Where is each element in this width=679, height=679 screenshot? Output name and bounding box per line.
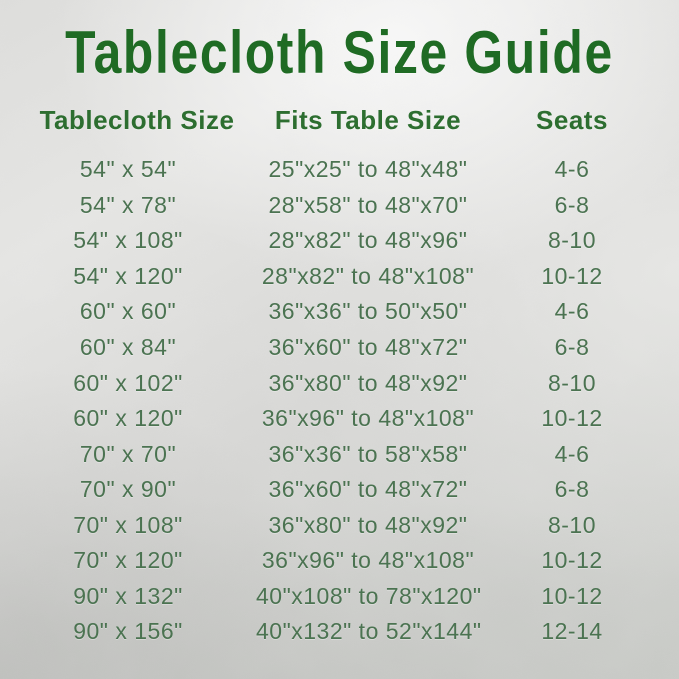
cell-tablecloth-size: 60" x 60" xyxy=(79,298,177,325)
cell-fits-table-size: 36"x80" to 48"x92" xyxy=(268,369,468,396)
cell-tablecloth-size: 90" x 156" xyxy=(73,618,183,645)
cell-tablecloth-size: 60" x 84" xyxy=(79,334,177,360)
cell-tablecloth-size: 60" x 102" xyxy=(73,369,183,396)
cell-seats: 8-10 xyxy=(547,511,597,538)
cell-fits-table-size: 36"x96" to 48"x108" xyxy=(261,547,475,574)
table-row: 54" x 120" 28"x82" to 48"x108" 10-12 xyxy=(0,259,664,295)
cell-fits-table-size: 36"x60" to 48"x72" xyxy=(268,476,468,503)
table-row: 54" x 54" 25"x25" to 48"x48" 4-6 xyxy=(0,152,664,188)
cell-seats: 10-12 xyxy=(541,547,603,574)
cell-seats: 4-6 xyxy=(554,156,590,183)
cell-seats: 12-14 xyxy=(541,618,603,645)
table-row: 60" x 120" 36"x96" to 48"x108" 10-12 xyxy=(0,401,664,437)
column-header-tablecloth-size: Tablecloth Size xyxy=(39,104,235,135)
table-row: 70" x 90" 36"x60" to 48"x72" 6-8 xyxy=(0,472,664,508)
cell-seats: 10-12 xyxy=(541,582,603,609)
cell-fits-table-size: 36"x36" to 50"x50" xyxy=(268,298,468,325)
cell-tablecloth-size: 54" x 54" xyxy=(79,156,177,183)
cell-fits-table-size: 36"x96" to 48"x108" xyxy=(261,405,475,432)
cell-fits-table-size: 28"x82" to 48"x108" xyxy=(261,262,475,289)
table-row: 70" x 120" 36"x96" to 48"x108" 10-12 xyxy=(0,543,664,579)
column-header-fits-table-size: Fits Table Size xyxy=(274,104,462,135)
table-row: 60" x 84" 36"x60" to 48"x72" 6-8 xyxy=(0,330,664,366)
cell-tablecloth-size: 54" x 120" xyxy=(73,262,183,289)
cell-tablecloth-size: 70" x 90" xyxy=(79,476,177,503)
cell-fits-table-size: 40"x132" to 52"x144" xyxy=(256,618,482,645)
cell-fits-table-size: 28"x58" to 48"x70" xyxy=(268,191,468,218)
table-row: 54" x 78" 28"x58" to 48"x70" 6-8 xyxy=(0,188,664,224)
cell-fits-table-size: 36"x80" to 48"x92" xyxy=(268,511,468,538)
cell-seats: 8-10 xyxy=(547,227,597,254)
cell-tablecloth-size: 70" x 70" xyxy=(79,440,177,467)
cell-seats: 4-6 xyxy=(554,440,590,467)
page-title-text: Tablecloth Size Guide xyxy=(65,19,614,86)
table-row: 60" x 102" 36"x80" to 48"x92" 8-10 xyxy=(0,365,664,401)
column-header-seats: Seats xyxy=(536,104,608,135)
table-row: 54" x 108" 28"x82" to 48"x96" 8-10 xyxy=(0,223,664,259)
page-title: Tablecloth Size Guide xyxy=(0,20,679,86)
cell-tablecloth-size: 54" x 78" xyxy=(79,191,177,218)
cell-seats: 10-12 xyxy=(541,405,603,432)
cell-seats: 6-8 xyxy=(554,191,590,218)
table-body: 54" x 54" 25"x25" to 48"x48" 4-6 54" x 7… xyxy=(0,152,664,650)
cell-fits-table-size: 25"x25" to 48"x48" xyxy=(268,156,468,183)
cell-fits-table-size: 28"x82" to 48"x96" xyxy=(268,227,468,254)
table-header-row: Tablecloth Size Fits Table Size Seats xyxy=(0,101,664,139)
cell-tablecloth-size: 54" x 108" xyxy=(73,227,183,254)
cell-tablecloth-size: 90" x 132" xyxy=(73,582,183,609)
cell-fits-table-size: 36"x60" to 48"x72" xyxy=(268,334,468,360)
cell-tablecloth-size: 70" x 108" xyxy=(73,511,183,538)
cell-seats: 8-10 xyxy=(547,369,597,396)
table-row: 90" x 132" 40"x108" to 78"x120" 10-12 xyxy=(0,579,664,615)
cell-fits-table-size: 36"x36" to 58"x58" xyxy=(268,440,468,467)
table-row: 90" x 156" 40"x132" to 52"x144" 12-14 xyxy=(0,614,664,650)
cell-tablecloth-size: 70" x 120" xyxy=(73,547,183,574)
table-row: 70" x 108" 36"x80" to 48"x92" 8-10 xyxy=(0,507,664,543)
cell-fits-table-size: 40"x108" to 78"x120" xyxy=(256,582,482,609)
cell-seats: 6-8 xyxy=(554,476,590,503)
cell-seats: 10-12 xyxy=(541,262,603,289)
table-row: 70" x 70" 36"x36" to 58"x58" 4-6 xyxy=(0,436,664,472)
cell-seats: 4-6 xyxy=(554,298,590,325)
cell-seats: 6-8 xyxy=(554,334,590,360)
table-row: 60" x 60" 36"x36" to 50"x50" 4-6 xyxy=(0,294,664,330)
cell-tablecloth-size: 60" x 120" xyxy=(73,405,183,432)
